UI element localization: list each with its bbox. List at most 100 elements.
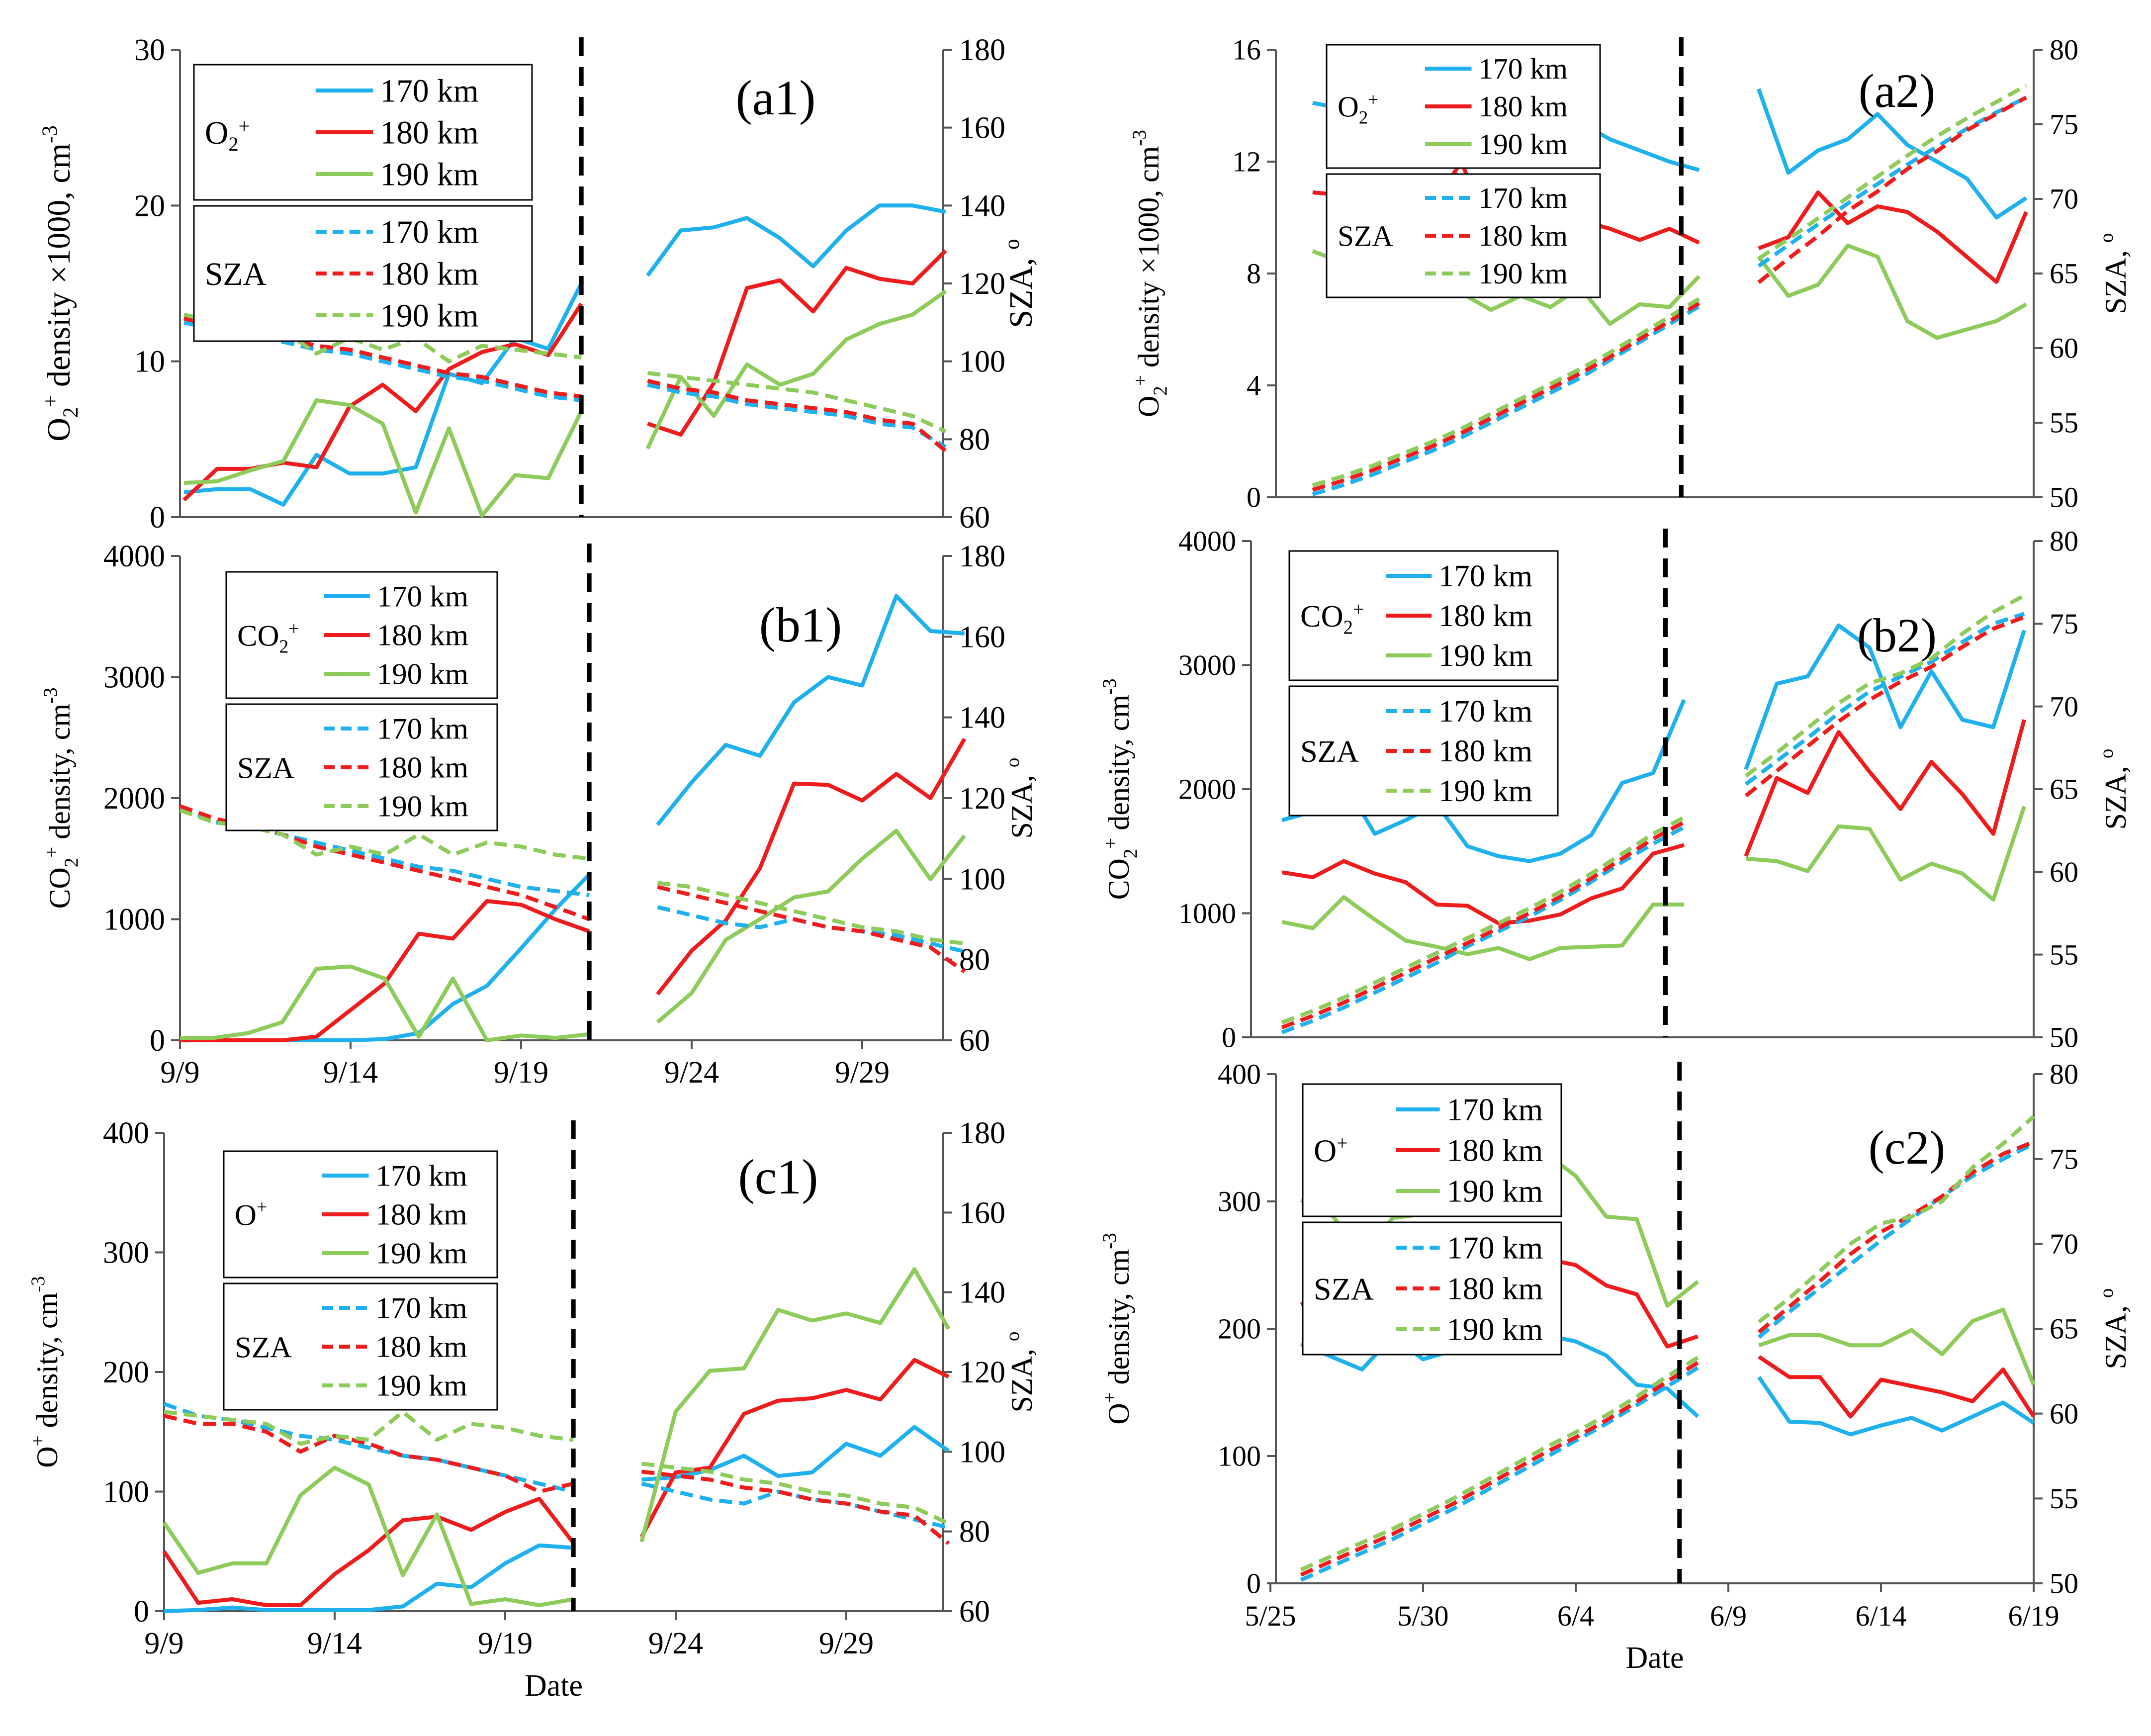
x-tick-label: 5/25: [1245, 1600, 1296, 1632]
series-line-180-km-sza: [164, 1414, 574, 1494]
species-legend-title: O2+: [205, 115, 250, 155]
y-tick-label: 1000: [1178, 897, 1236, 929]
y-tick-label: 4000: [1178, 525, 1236, 557]
species-base: CO: [237, 619, 279, 652]
y-axis-title-sub: 2: [1120, 849, 1141, 859]
species-base: O: [205, 115, 228, 151]
y2-tick-label: 60: [959, 1595, 990, 1629]
series-line-180-km-sza: [647, 378, 947, 453]
y2-tick-label: 80: [959, 1515, 990, 1549]
series-line-170-km: [1757, 1376, 2035, 1437]
series-line-180-km: [1758, 190, 2028, 284]
series-line-190-km: [1757, 243, 2027, 340]
y-tick-label: 200: [103, 1356, 149, 1389]
series-line-170-km: [164, 1543, 574, 1613]
y2-tick-label: 65: [2050, 258, 2078, 290]
x-tick-label: 9/24: [664, 1056, 719, 1090]
series-line-190-km: [1758, 1307, 2036, 1386]
y-tick-label: 4: [1247, 369, 1261, 402]
y-tick-label: 8: [1247, 258, 1261, 290]
sza-legend-label-1: 180 km: [1479, 219, 1568, 252]
series-line-190-km: [1281, 895, 1684, 961]
y2-axis-title-sup: o: [1002, 1332, 1023, 1342]
sza-legend-label-1: 180 km: [1438, 734, 1532, 768]
species-sup: +: [1368, 90, 1378, 110]
series-line-190-km-sza: [1312, 297, 1701, 487]
y2-tick-label: 55: [2050, 938, 2078, 971]
series-line-180-km: [639, 1358, 950, 1538]
species-sup: +: [257, 1196, 267, 1217]
y2-tick-label: 100: [959, 1435, 1005, 1469]
y2-tick-label: 80: [2050, 1058, 2078, 1091]
y-axis-title-base: CO: [43, 867, 76, 909]
density-legend-label-2: 190 km: [376, 1237, 467, 1271]
y2-tick-label: 60: [2050, 332, 2078, 365]
y-axis-title-base: O: [31, 1446, 64, 1467]
y2-tick-label: 80: [959, 423, 990, 457]
series-line-190-km-sza: [1744, 594, 2025, 778]
y-axis-title-base: O: [41, 418, 77, 442]
sza-legend-title: SZA: [1314, 1271, 1374, 1306]
series-line-190-km-sza: [164, 1410, 574, 1446]
y-axis-title-unit-sup: -3: [1099, 1233, 1120, 1249]
series-line-170-km-sza: [657, 905, 965, 954]
y-axis-title-text: density ×1000, cm: [1132, 146, 1165, 375]
y2-tick-label: 180: [959, 540, 1005, 573]
x-tick-label: 9/14: [307, 1627, 362, 1660]
y-tick-label: 2000: [1178, 773, 1236, 806]
y-tick-label: 100: [103, 1475, 149, 1509]
series-line-190-km-sza: [1757, 1115, 2035, 1324]
y2-tick-label: 160: [959, 620, 1005, 654]
y-axis-title: O+ density, cm-3: [1099, 1233, 1135, 1425]
series-line-170-km-sza: [1281, 825, 1685, 1034]
series-line-180-km: [656, 737, 967, 996]
y2-tick-label: 65: [2050, 1313, 2078, 1345]
series-line-180-km-sza: [1312, 301, 1701, 492]
panel-label: (b1): [759, 597, 842, 652]
series-line-180-km-sza: [657, 885, 966, 974]
x-tick-label: 9/9: [144, 1627, 183, 1660]
sza-legend-title: SZA: [1338, 220, 1393, 253]
y-tick-label: 0: [1247, 481, 1261, 514]
x-tick-label: 6/4: [1557, 1600, 1594, 1632]
y2-tick-label: 120: [959, 1356, 1005, 1389]
y-tick-label: 0: [1222, 1021, 1236, 1054]
species-legend-title: O+: [235, 1196, 267, 1232]
y-axis-title-sub: 2: [59, 407, 83, 418]
sza-legend-title: SZA: [237, 751, 294, 785]
y-axis-title: O2+ density ×1000, cm-3: [38, 125, 83, 442]
y2-tick-label: 60: [959, 1024, 990, 1058]
y-tick-label: 12: [1232, 146, 1261, 178]
sza-legend-label-0: 170 km: [380, 214, 478, 250]
y2-axis-title: SZA, o: [1000, 239, 1039, 328]
series-line-170-km: [656, 594, 965, 826]
series-line-190-km-sza: [1300, 1356, 1699, 1572]
y2-tick-label: 140: [959, 189, 1005, 223]
sza-legend-label-2: 190 km: [376, 1370, 467, 1403]
sza-legend-title: SZA: [235, 1331, 292, 1364]
y-axis-title-unit-sup: -3: [38, 125, 62, 143]
density-legend-label-0: 170 km: [1479, 52, 1568, 85]
y2-tick-label: 140: [959, 701, 1005, 735]
panel-label: (c2): [1869, 1121, 1946, 1174]
series-line-180-km-sza: [1281, 820, 1685, 1029]
series-line-190-km: [1745, 806, 2026, 902]
y-tick-label: 1000: [103, 903, 165, 937]
series-line-170-km: [646, 203, 946, 277]
y2-axis-title-sup: o: [2096, 233, 2117, 243]
x-tick-label: 9/19: [478, 1627, 533, 1660]
y2-tick-label: 55: [2050, 407, 2078, 439]
y2-axis-title: SZA, o: [1002, 758, 1038, 839]
y2-tick-label: 140: [959, 1276, 1005, 1310]
density-legend-label-1: 180 km: [376, 1198, 467, 1232]
y-tick-label: 400: [103, 1116, 149, 1150]
y-tick-label: 16: [1232, 34, 1261, 66]
y2-tick-label: 75: [2050, 1143, 2078, 1175]
series-line-190-km: [162, 1465, 574, 1607]
y-axis-title-sup: +: [1130, 375, 1151, 386]
y-axis-title-sup: +: [27, 1435, 49, 1446]
y2-axis-title-text: SZA,: [1005, 767, 1038, 838]
species-base: O: [235, 1198, 257, 1232]
y2-tick-label: 120: [959, 782, 1005, 816]
